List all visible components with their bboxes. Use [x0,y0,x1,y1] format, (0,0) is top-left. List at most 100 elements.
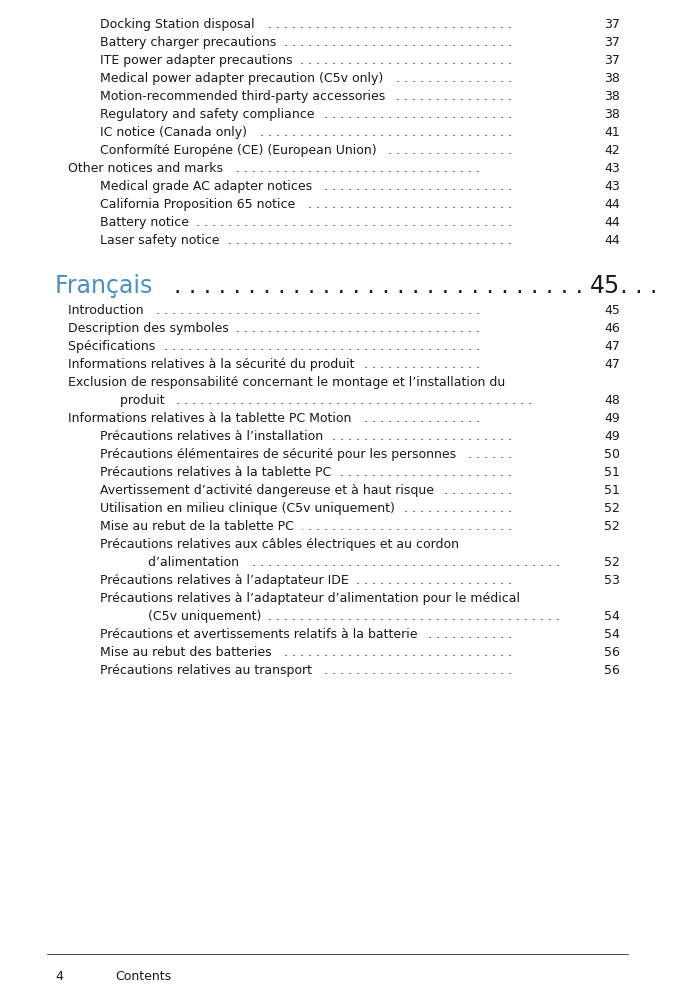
Text: 4: 4 [55,970,63,983]
Text: Précautions élémentaires de sécurité pour les personnes: Précautions élémentaires de sécurité pou… [100,448,464,461]
Text: 50: 50 [604,448,620,461]
Text: Précautions relatives à l’installation: Précautions relatives à l’installation [100,430,331,443]
Text: 37: 37 [604,36,620,49]
Text: Conformíté Européne (CE) (European Union): Conformíté Européne (CE) (European Union… [100,144,385,157]
Text: . . . . . . . . . . . . . . . . . . . . . . . . . . . . . . . . . . . . . . . . : . . . . . . . . . . . . . . . . . . . . … [148,556,560,569]
Text: . . . . . . . . . . . . . . . . . . . . . . . . . . . . . . . . . . . . . . . . : . . . . . . . . . . . . . . . . . . . . … [100,484,512,497]
Text: . . . . . . . . . . . . . . . . . . . . . . . . . . . . . . . . . . . . . . . . : . . . . . . . . . . . . . . . . . . . . … [100,430,512,443]
Text: 41: 41 [604,126,620,139]
Text: Spécifications: Spécifications [68,340,163,353]
Text: Contents: Contents [115,970,171,983]
Text: Informations relatives à la tablette PC Motion: Informations relatives à la tablette PC … [68,412,359,425]
Text: . . . . . . . . . . . . . . . . . . . . . . . . . . . . . . . . . . . . . . . . : . . . . . . . . . . . . . . . . . . . . … [100,502,512,515]
Text: . . . . . . . . . . . . . . . . . . . . . . . . . . . . . . . . . . . . . . . . : . . . . . . . . . . . . . . . . . . . . … [100,466,512,479]
Text: ITE power adapter precautions: ITE power adapter precautions [100,54,300,67]
Text: . . . . . . . . . . . . . . . . . . . . . . . . . . . . . . . . . . . . . . . . : . . . . . . . . . . . . . . . . . . . . … [100,574,512,587]
Text: Utilisation en milieu clinique (C5v uniquement): Utilisation en milieu clinique (C5v uniq… [100,502,403,515]
Text: 38: 38 [604,108,620,121]
Text: Précautions relatives au transport: Précautions relatives au transport [100,664,320,677]
Text: Précautions et avertissements relatifs à la batterie: Précautions et avertissements relatifs à… [100,628,425,641]
Text: d’alimentation: d’alimentation [148,556,247,569]
Text: 49: 49 [604,412,620,425]
Text: Docking Station disposal: Docking Station disposal [100,18,263,31]
Text: 53: 53 [604,574,620,587]
Text: Mise au rebut des batteries: Mise au rebut des batteries [100,646,279,659]
Text: Battery charger precautions: Battery charger precautions [100,36,284,49]
Text: 42: 42 [604,144,620,157]
Text: . . . . . . . . . . . . . . . . . . . . . . . . . . . . . . . . . . . . . . . . : . . . . . . . . . . . . . . . . . . . . … [100,198,512,211]
Text: 52: 52 [604,556,620,569]
Text: Laser safety notice: Laser safety notice [100,234,227,247]
Text: 37: 37 [604,18,620,31]
Text: (C5v uniquement): (C5v uniquement) [148,610,269,623]
Text: Introduction: Introduction [68,304,152,317]
Text: . . . . . . . . . . . . . . . . . . . . . . . . . . . . . . . . . . . . . . . . : . . . . . . . . . . . . . . . . . . . . … [55,274,657,298]
Text: Avertissement d’activité dangereuse et à haut risque: Avertissement d’activité dangereuse et à… [100,484,442,497]
Text: 52: 52 [604,520,620,533]
Text: 45: 45 [604,304,620,317]
Text: Description des symboles: Description des symboles [68,322,237,335]
Text: . . . . . . . . . . . . . . . . . . . . . . . . . . . . . . . . . . . . . . . . : . . . . . . . . . . . . . . . . . . . . … [68,340,480,353]
Text: 46: 46 [604,322,620,335]
Text: Other notices and marks: Other notices and marks [68,162,231,175]
Text: Regulatory and safety compliance: Regulatory and safety compliance [100,108,323,121]
Text: 37: 37 [604,54,620,67]
Text: Français: Français [55,274,167,298]
Text: . . . . . . . . . . . . . . . . . . . . . . . . . . . . . . . . . . . . . . . . : . . . . . . . . . . . . . . . . . . . . … [100,664,512,677]
Text: 48: 48 [604,394,620,407]
Text: . . . . . . . . . . . . . . . . . . . . . . . . . . . . . . . . . . . . . . . . : . . . . . . . . . . . . . . . . . . . . … [100,90,512,103]
Text: 51: 51 [604,484,620,497]
Text: . . . . . . . . . . . . . . . . . . . . . . . . . . . . . . . . . . . . . . . . : . . . . . . . . . . . . . . . . . . . . … [148,610,560,623]
Text: . . . . . . . . . . . . . . . . . . . . . . . . . . . . . . . . . . . . . . . . : . . . . . . . . . . . . . . . . . . . . … [68,358,480,371]
Text: 43: 43 [604,180,620,193]
Text: Précautions relatives aux câbles électriques et au cordon: Précautions relatives aux câbles électri… [100,538,459,551]
Text: 44: 44 [604,216,620,229]
Text: . . . . . . . . . . . . . . . . . . . . . . . . . . . . . . . . . . . . . . . . : . . . . . . . . . . . . . . . . . . . . … [100,54,512,67]
Text: 49: 49 [604,430,620,443]
Text: 54: 54 [604,628,620,641]
Text: Exclusion de responsabilité concernant le montage et l’installation du: Exclusion de responsabilité concernant l… [68,376,506,389]
Text: . . . . . . . . . . . . . . . . . . . . . . . . . . . . . . . . . . . . . . . . : . . . . . . . . . . . . . . . . . . . . … [100,18,512,31]
Text: 56: 56 [604,664,620,677]
Text: Medical grade AC adapter notices: Medical grade AC adapter notices [100,180,320,193]
Text: California Proposition 65 notice: California Proposition 65 notice [100,198,303,211]
Text: . . . . . . . . . . . . . . . . . . . . . . . . . . . . . . . . . . . . . . . . : . . . . . . . . . . . . . . . . . . . . … [100,448,512,461]
Text: 54: 54 [604,610,620,623]
Text: 38: 38 [604,72,620,85]
Text: Précautions relatives à l’adaptateur IDE: Précautions relatives à l’adaptateur IDE [100,574,357,587]
Text: 44: 44 [604,198,620,211]
Text: 43: 43 [604,162,620,175]
Text: Mise au rebut de la tablette PC: Mise au rebut de la tablette PC [100,520,302,533]
Text: . . . . . . . . . . . . . . . . . . . . . . . . . . . . . . . . . . . . . . . . : . . . . . . . . . . . . . . . . . . . . … [100,144,512,157]
Text: 44: 44 [604,234,620,247]
Text: Précautions relatives à l’adaptateur d’alimentation pour le médical: Précautions relatives à l’adaptateur d’a… [100,592,520,605]
Text: 51: 51 [604,466,620,479]
Text: . . . . . . . . . . . . . . . . . . . . . . . . . . . . . . . . . . . . . . . . : . . . . . . . . . . . . . . . . . . . . … [100,126,512,139]
Text: 45: 45 [590,274,620,298]
Text: . . . . . . . . . . . . . . . . . . . . . . . . . . . . . . . . . . . . . . . . : . . . . . . . . . . . . . . . . . . . . … [120,394,532,407]
Text: Informations relatives à la sécurité du produit: Informations relatives à la sécurité du … [68,358,362,371]
Text: . . . . . . . . . . . . . . . . . . . . . . . . . . . . . . . . . . . . . . . . : . . . . . . . . . . . . . . . . . . . . … [100,234,512,247]
Text: . . . . . . . . . . . . . . . . . . . . . . . . . . . . . . . . . . . . . . . . : . . . . . . . . . . . . . . . . . . . . … [68,322,480,335]
Text: Medical power adapter precaution (C5v only): Medical power adapter precaution (C5v on… [100,72,391,85]
Text: 47: 47 [604,358,620,371]
Text: . . . . . . . . . . . . . . . . . . . . . . . . . . . . . . . . . . . . . . . . : . . . . . . . . . . . . . . . . . . . . … [100,646,512,659]
Text: . . . . . . . . . . . . . . . . . . . . . . . . . . . . . . . . . . . . . . . . : . . . . . . . . . . . . . . . . . . . . … [100,72,512,85]
Text: . . . . . . . . . . . . . . . . . . . . . . . . . . . . . . . . . . . . . . . . : . . . . . . . . . . . . . . . . . . . . … [100,108,512,121]
Text: . . . . . . . . . . . . . . . . . . . . . . . . . . . . . . . . . . . . . . . . : . . . . . . . . . . . . . . . . . . . . … [100,216,512,229]
Text: 38: 38 [604,90,620,103]
Text: . . . . . . . . . . . . . . . . . . . . . . . . . . . . . . . . . . . . . . . . : . . . . . . . . . . . . . . . . . . . . … [68,162,480,175]
Text: . . . . . . . . . . . . . . . . . . . . . . . . . . . . . . . . . . . . . . . . : . . . . . . . . . . . . . . . . . . . . … [100,180,512,193]
Text: . . . . . . . . . . . . . . . . . . . . . . . . . . . . . . . . . . . . . . . . : . . . . . . . . . . . . . . . . . . . . … [100,520,512,533]
Text: . . . . . . . . . . . . . . . . . . . . . . . . . . . . . . . . . . . . . . . . : . . . . . . . . . . . . . . . . . . . . … [68,412,480,425]
Text: Motion-recommended third-party accessories: Motion-recommended third-party accessori… [100,90,394,103]
Text: 56: 56 [604,646,620,659]
Text: 47: 47 [604,340,620,353]
Text: . . . . . . . . . . . . . . . . . . . . . . . . . . . . . . . . . . . . . . . . : . . . . . . . . . . . . . . . . . . . . … [100,628,512,641]
Text: 52: 52 [604,502,620,515]
Text: . . . . . . . . . . . . . . . . . . . . . . . . . . . . . . . . . . . . . . . . : . . . . . . . . . . . . . . . . . . . . … [100,36,512,49]
Text: Précautions relatives à la tablette PC: Précautions relatives à la tablette PC [100,466,340,479]
Text: . . . . . . . . . . . . . . . . . . . . . . . . . . . . . . . . . . . . . . . . : . . . . . . . . . . . . . . . . . . . . … [68,304,480,317]
Text: Battery notice: Battery notice [100,216,197,229]
Text: produit: produit [120,394,173,407]
